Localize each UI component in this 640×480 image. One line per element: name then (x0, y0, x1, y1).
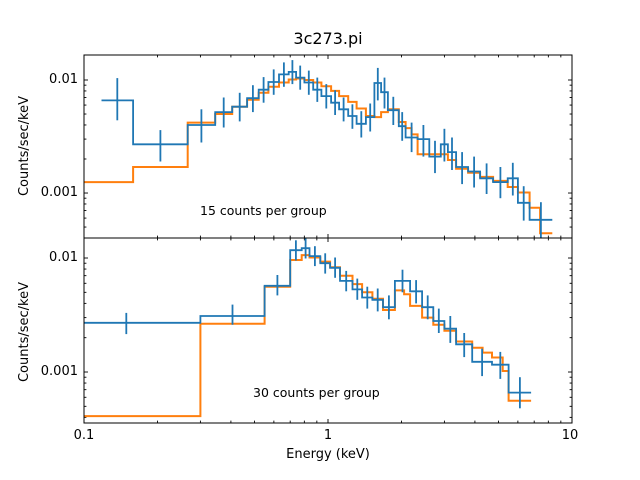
panel-border (83, 54, 573, 239)
top-panel (83, 54, 573, 239)
group-annotation-top: 15 counts per group (200, 203, 327, 218)
y-tick-label: 0.01 (49, 250, 78, 265)
x-axis-label: Energy (keV) (286, 447, 370, 462)
axis-ticks (83, 55, 573, 238)
bottom-panel (83, 237, 573, 424)
y-tick-label: 0.001 (40, 364, 78, 379)
y-axis-label-bottom: Counts/sec/keV (17, 282, 32, 383)
y-tick-label: 0.01 (49, 72, 78, 87)
group-annotation-bottom: 30 counts per group (253, 385, 380, 400)
data-step-line (84, 247, 532, 394)
y-tick-label: 0.001 (40, 185, 78, 200)
x-tick-label: 10 (561, 428, 579, 443)
x-tick-label: 1 (323, 428, 333, 443)
y-axis-label-top: Counts/sec/keV (17, 96, 32, 197)
data-series (84, 238, 532, 409)
data-series (101, 60, 553, 238)
panel-border (83, 237, 573, 424)
chart-title: 3c273.pi (293, 29, 363, 48)
x-tick-label: 0.1 (73, 428, 95, 443)
